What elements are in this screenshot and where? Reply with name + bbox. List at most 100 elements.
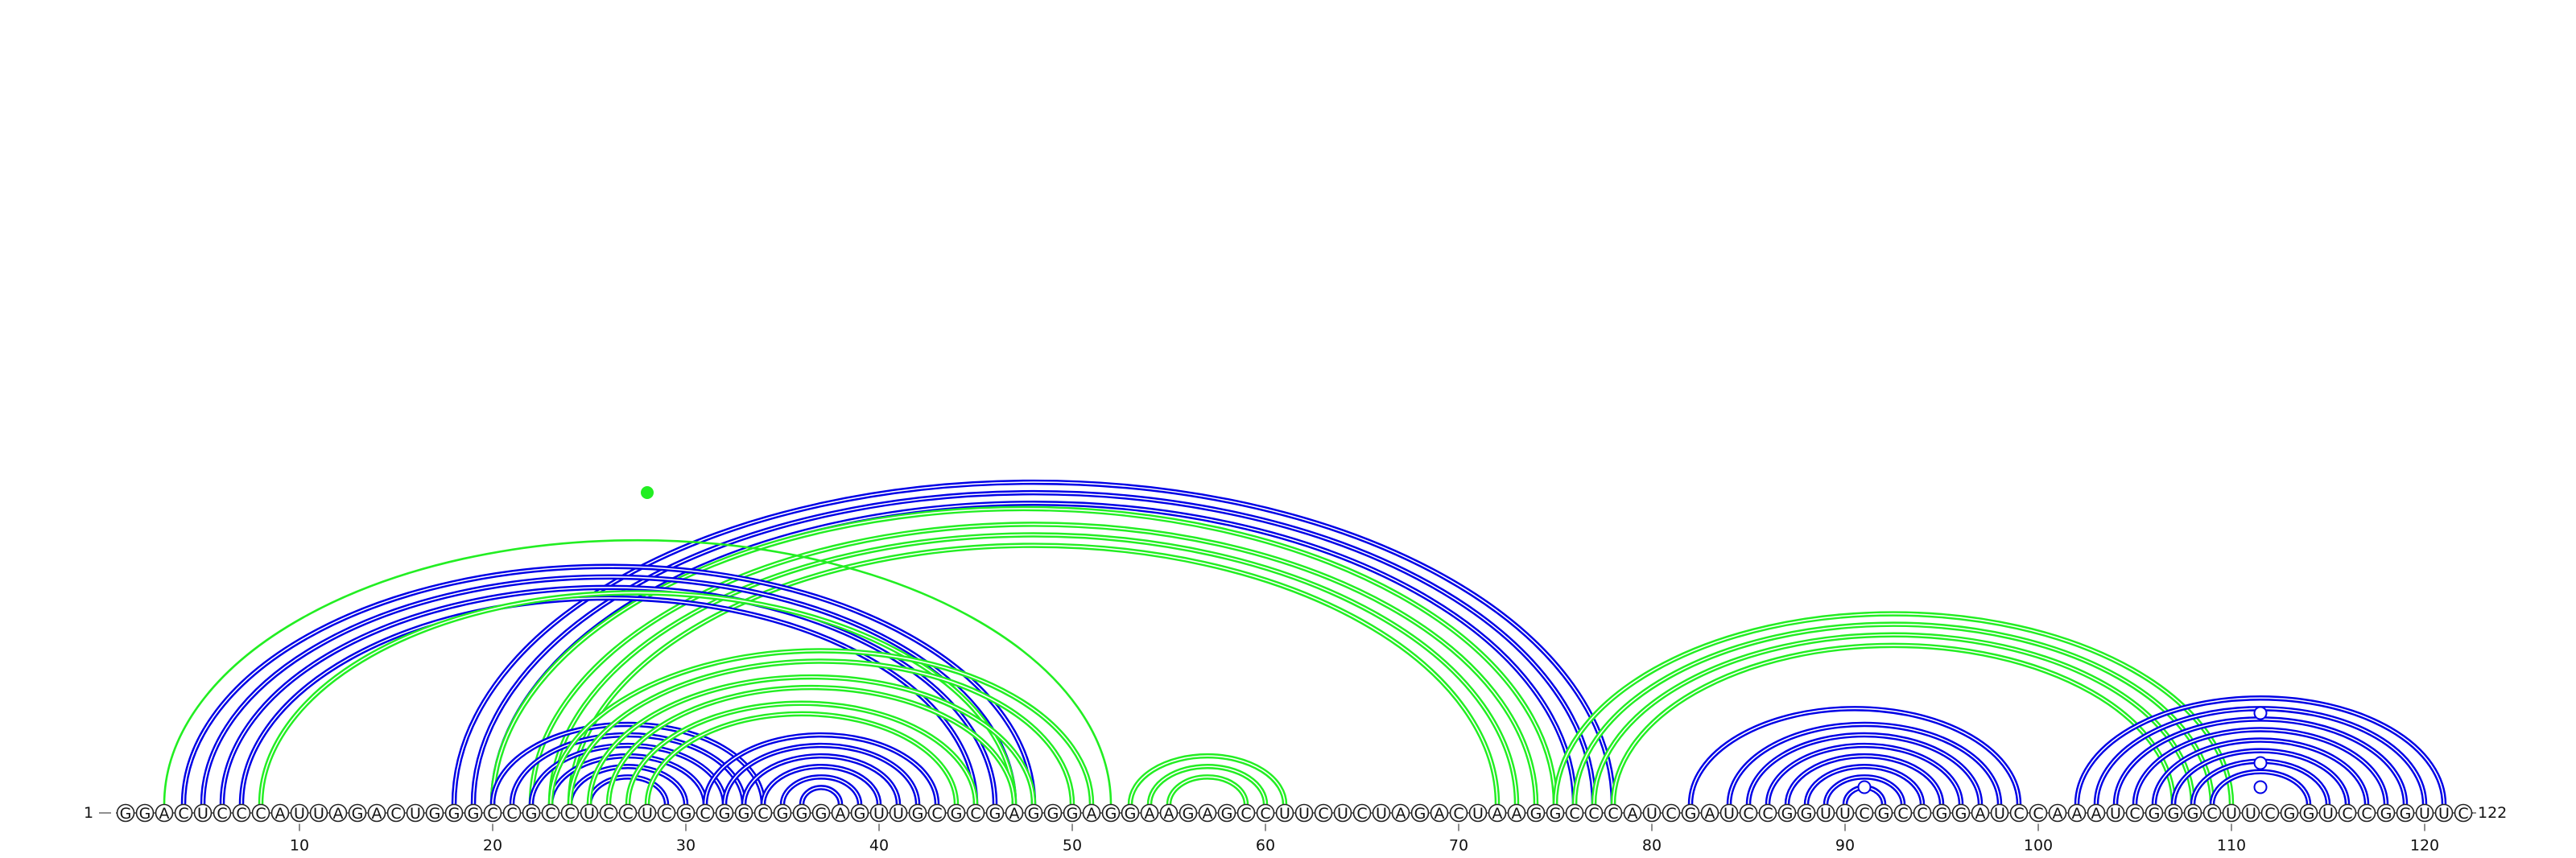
nucleotide: A [1700,803,1719,823]
arc-core-105-118 [2134,728,2387,805]
nucleotide: U [2415,803,2434,823]
nucleotide-circle [251,803,270,823]
nucleotide-letter: G [951,805,963,823]
nucleotide-letter: C [2264,805,2275,823]
nucleotide-letter: C [1241,805,1251,823]
nucleotide: C [753,803,773,823]
nucleotide-circle [1681,803,1700,823]
start-position-label: 1 [84,804,93,822]
tick-label-30: 30 [676,837,696,855]
nucleotide-letter: G [2303,805,2315,823]
arc-core-5-47 [202,576,1015,805]
nucleotide-circle [309,803,328,823]
arc-core-27-45 [627,702,976,805]
nucleotide: G [425,803,444,823]
nucleotide-circle [1546,803,1565,823]
arc-core-23-73 [550,534,1517,805]
nucleotide: C [560,803,580,823]
nucleotide-letter: A [1975,805,1986,823]
nucleotide-letter: G [1028,805,1040,823]
nucleotide: G [2280,803,2299,823]
nucleotide-circle [715,803,734,823]
nucleotide-circle [2222,803,2241,823]
nucleotide-letter: U [873,805,885,823]
nucleotide-circle [831,803,850,823]
nucleotide-circle [1082,803,1101,823]
nucleotide-letter: G [120,805,132,823]
nucleotide: G [522,803,541,823]
nucleotide: G [1121,803,1140,823]
nucleotide: G [1217,803,1236,823]
nucleotide-letter: C [2342,805,2352,823]
nucleotide: G [1410,803,1430,823]
nucleotide-circle [155,803,174,823]
nucleotide-circle [1758,803,1777,823]
nucleotide-letter: A [1087,805,1097,823]
nucleotide-letter: A [1164,805,1174,823]
arc-core-84-98 [1728,724,2000,805]
nucleotide: U [309,803,328,823]
nucleotide-circle [908,803,927,823]
nucleotide-circle [522,803,541,823]
nucleotide-circle [2106,803,2125,823]
nucleotide-letter: U [313,805,324,823]
nucleotide: A [1159,803,1179,823]
nucleotide-circle [1024,803,1043,823]
nucleotide-circle [1333,803,1352,823]
nucleotide-letter: C [622,805,633,823]
nucleotide-circle [1179,803,1198,823]
tick-label-40: 40 [869,837,889,855]
nucleotide-circle [2338,803,2357,823]
nucleotide: C [966,803,985,823]
nucleotide-circle [367,803,386,823]
nucleotide-circle [638,803,657,823]
nucleotide-circle [1526,803,1546,823]
arc-core-109-114 [2211,771,2310,805]
nucleotide-circle [1855,803,1874,823]
nucleotide: G [1932,803,1951,823]
nucleotide-circle [2260,803,2280,823]
nucleotide: C [1913,803,1932,823]
arc-core-28-44 [646,713,957,805]
nucleotide-circle [425,803,444,823]
nucleotide-letter: C [1666,805,1676,823]
nucleotide: C [599,803,618,823]
nucleotide-letter: G [912,805,924,823]
nucleotide-letter: C [2361,805,2372,823]
nucleotide-letter: G [2284,805,2296,823]
nucleotide-circle [2357,803,2376,823]
nucleotide-circle [1121,803,1140,823]
nucleotide-letter: C [545,805,555,823]
nucleotide-circle [2299,803,2318,823]
nucleotide-circle [348,803,367,823]
nucleotide-letter: C [1453,805,1463,823]
nucleotide-circle [811,803,831,823]
arc-core-25-48 [588,676,1034,805]
nucleotide-letter: G [1530,805,1542,823]
nucleotide-letter: C [1608,805,1618,823]
nucleotide-circle [2396,803,2415,823]
nucleotide: G [1063,803,1082,823]
nucleotide-letter: U [893,805,904,823]
nucleotide: G [1951,803,1971,823]
nucleotide-circle [1391,803,1410,823]
nucleotide: A [1005,803,1024,823]
nucleotide: G [1179,803,1198,823]
nucleotide-letter: C [758,805,768,823]
nucleotide: A [1507,803,1526,823]
nucleotide-circle [696,803,715,823]
nucleotide-circle [1739,803,1758,823]
nucleotide-letter: C [1318,805,1328,823]
nucleotide: G [850,803,869,823]
nucleotide: A [831,803,850,823]
nucleotide: G [1043,803,1063,823]
arc-core-6-46 [221,587,996,805]
nucleotide: C [232,803,251,823]
arc-core-88-94 [1806,765,1923,805]
nucleotide-letter: G [2187,805,2199,823]
nucleotide-letter: U [294,805,305,823]
nucleotide-circle [1256,803,1275,823]
nucleotide-circle [2202,803,2222,823]
nucleotide-circle [1043,803,1063,823]
